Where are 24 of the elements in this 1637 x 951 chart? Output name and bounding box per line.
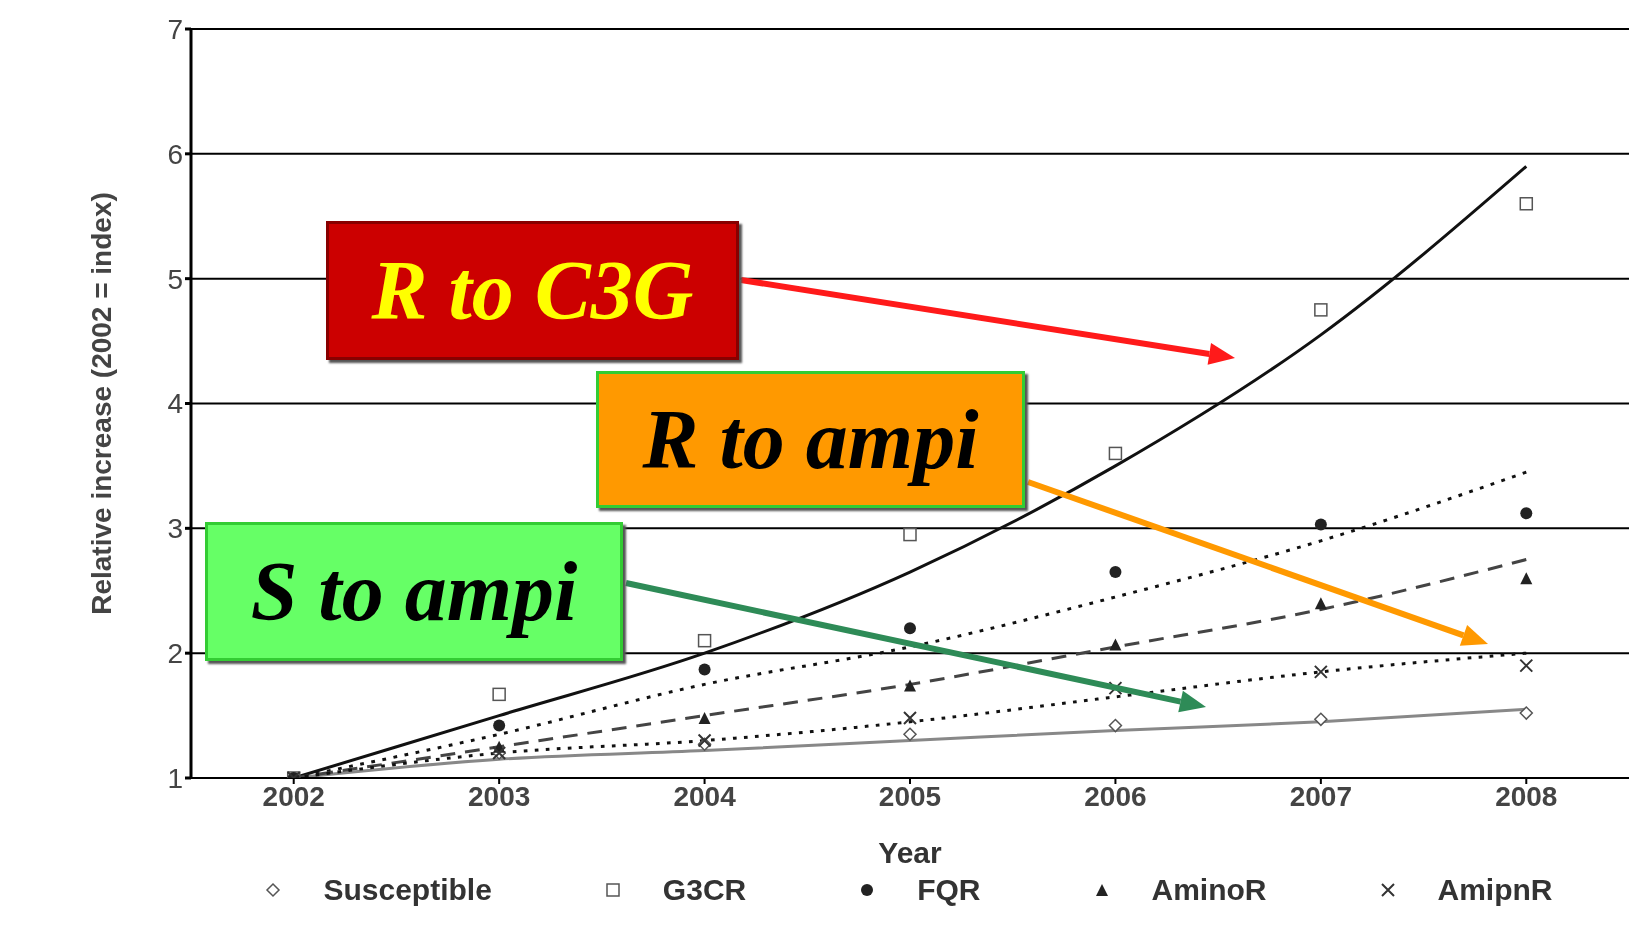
y-tick-label: 4 <box>167 388 183 420</box>
x-tick-label: 2006 <box>1084 780 1147 812</box>
annotation: S to ampi <box>250 544 578 640</box>
y-axis-title: Relative increase (2002 = index) <box>85 192 117 615</box>
y-tick-label: 3 <box>167 513 183 545</box>
legend-label: G3CR <box>662 873 747 907</box>
legend-label: AminoR <box>1151 873 1267 907</box>
y-tick-label: 2 <box>167 638 183 670</box>
x-tick-label: 2002 <box>262 780 325 812</box>
x-tick-label: 2008 <box>1495 780 1558 812</box>
y-tick-label: 6 <box>167 138 183 170</box>
annotation: R to C3G <box>371 243 694 339</box>
annotation: R to ampi <box>642 392 979 488</box>
y-tick-label: 1 <box>167 762 183 794</box>
x-tick-label: 2003 <box>467 780 531 812</box>
x-tick-label: 2007 <box>1289 780 1353 812</box>
y-tick-label: 7 <box>167 13 183 45</box>
legend-label: AmipnR <box>1437 873 1553 907</box>
x-tick-label: 2005 <box>878 780 942 812</box>
y-tick-label: 5 <box>167 263 183 295</box>
legend-label: FQR <box>917 873 981 907</box>
x-tick-label: 2004 <box>673 780 737 812</box>
legend-label: Susceptible <box>323 873 492 907</box>
x-axis-title: Year <box>878 836 943 869</box>
